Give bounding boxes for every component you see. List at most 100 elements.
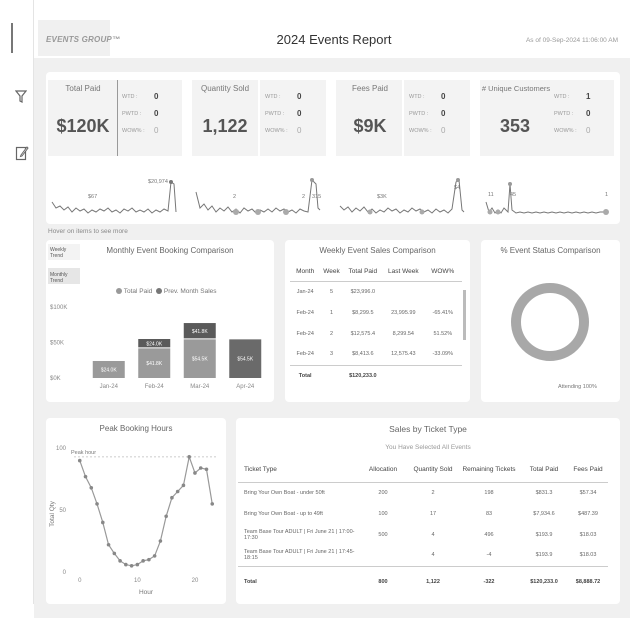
data-point <box>152 554 157 558</box>
donut-label: Attending 100% <box>558 384 597 390</box>
data-point <box>158 539 163 543</box>
table-row[interactable]: Bring Your Own Boat - up to 49ft 100 17 83 $… <box>238 503 608 524</box>
wtd-label: WTD : <box>554 94 570 100</box>
column-header[interactable]: Quantity Sold <box>413 466 453 474</box>
weekly-sales-card <box>285 240 470 402</box>
cell: $487.39 <box>578 510 598 517</box>
column-header[interactable]: Total Paid <box>348 268 378 276</box>
sparkline-total-paid[interactable] <box>48 172 182 218</box>
data-point <box>129 564 134 568</box>
weekly-trend-button[interactable]: Weekly Trend <box>48 244 80 260</box>
logo: EVENTS GROUP™ <box>46 35 121 44</box>
bar-total-paid <box>229 339 262 378</box>
table-row[interactable]: Team Base Tour ADULT | Fri June 21 | 17:… <box>238 545 608 566</box>
cell <box>358 545 408 566</box>
sparkline-quantity-sold[interactable] <box>192 172 326 218</box>
bar-total-paid <box>183 339 216 378</box>
cell: 198 <box>484 489 494 496</box>
cell: Jan-24 <box>296 288 314 295</box>
data-point <box>101 520 105 525</box>
cell: Team Base Tour ADULT | Fri June 21 | 17:… <box>244 528 355 541</box>
monthly-bar-chart[interactable]: $0K $50K $100K $24.0K Jan-24 $41.8K $24.0K Feb-… <box>46 296 274 396</box>
cell: 12,575.43 <box>391 351 416 358</box>
column-header[interactable]: Last Week <box>388 268 419 276</box>
wtd-value: 1 <box>586 92 591 101</box>
wtd-value: 0 <box>154 92 159 101</box>
monthly-legend: Total Paid Prev. Month Sales <box>116 288 217 295</box>
cell: Feb-24 <box>296 330 314 337</box>
monthly-trend-button[interactable]: Monthly Trend <box>48 268 80 284</box>
kpi-fees-paid-side <box>404 80 470 156</box>
cell: -33.09% <box>432 351 454 358</box>
cell: $120,233.0 <box>530 579 558 586</box>
y-tick-label: 50 <box>59 508 66 514</box>
kpi-value: 353 <box>499 116 531 136</box>
x-tick-label: Apr-24 <box>236 384 255 390</box>
table-row[interactable]: Bring Your Own Boat - under 50ft 200 2 198 $… <box>238 482 608 503</box>
cell: $7,934.6 <box>533 510 555 517</box>
data-point <box>77 458 82 463</box>
sparkline-unique-customers[interactable] <box>480 172 614 218</box>
wow-value: 0 <box>154 126 159 135</box>
column-header[interactable]: Week <box>323 268 340 276</box>
cell: $8,299.5 <box>352 309 374 316</box>
donut-leader-line <box>549 356 556 361</box>
kpi-title: Quantity Sold <box>200 84 250 93</box>
event-status-donut[interactable] <box>510 272 610 392</box>
column-header[interactable]: Remaining Tickets <box>462 466 516 474</box>
left-rail <box>0 0 34 604</box>
sparkline-fees-paid[interactable] <box>336 172 470 218</box>
wow-label: WOW% : <box>409 128 432 134</box>
sparkline-label: 315 <box>312 194 322 200</box>
peak-hours-line-chart[interactable]: 0 50 100 0 10 20 Hour Total Qty Peak hour <box>46 436 226 602</box>
ticket-sales-title: Sales by Ticket Type <box>389 424 467 434</box>
column-header[interactable]: WOW% <box>431 268 455 276</box>
column-header[interactable]: Total Paid <box>529 466 559 474</box>
scrollbar[interactable] <box>463 290 466 340</box>
cell: 1,122 <box>426 579 440 586</box>
table-row[interactable]: Team Base Tour ADULT | Fri June 21 | 17:… <box>238 524 608 545</box>
bar-total-paid <box>138 348 171 378</box>
sparkline-label: $4 <box>454 185 461 191</box>
sparkline-label: 45 <box>510 192 517 198</box>
donut-slice-attending[interactable] <box>511 283 589 361</box>
kpi-unique-customers-main[interactable] <box>480 80 550 156</box>
cell: $193.9 <box>535 552 553 559</box>
event-status-title: % Event Status Comparison <box>500 246 601 255</box>
cell: 51.52% <box>433 330 453 337</box>
table-row[interactable]: Feb-24 1 $8,299.5 23,995.99 -65.41% <box>290 302 462 323</box>
kpi-quantity-sold-main[interactable] <box>192 80 258 156</box>
pwtd-label: PWTD : <box>409 111 429 117</box>
kpi-comparison: WTD : 0 PWTD : 0 WOW% : 0 <box>409 92 446 145</box>
kpi-title: Total Paid <box>65 84 101 93</box>
bar-data-label: $24.0K <box>146 342 163 348</box>
filter-icon[interactable] <box>15 90 27 104</box>
page-title: 2024 Events Report <box>276 32 392 47</box>
weekly-sales-table: Month Week Total Paid Last Week WOW% Jan… <box>290 263 462 386</box>
pwtd-value: 0 <box>441 109 446 118</box>
column-header[interactable]: Fees Paid <box>573 466 603 474</box>
cell: 100 <box>378 510 388 517</box>
sparkline-label: $67 <box>88 194 98 200</box>
wtd-value: 0 <box>297 92 302 101</box>
total-label: Total <box>298 372 312 379</box>
kpi-comparison: WTD : 1 PWTD : 0 WOW% : 0 <box>554 92 591 145</box>
column-header[interactable]: Allocation <box>368 466 398 474</box>
cell: $193.9 <box>535 531 553 538</box>
peak-hours-card <box>46 418 226 604</box>
bar-total-paid <box>92 360 125 378</box>
table-row[interactable]: Feb-24 2 $12,575.4 8,299.54 51.52% <box>290 323 462 344</box>
kpi-unique-customers-side <box>550 80 614 156</box>
kpi-value: 1,122 <box>202 116 248 136</box>
kpi-fees-paid-main[interactable] <box>336 80 402 156</box>
column-header[interactable]: Ticket Type <box>244 466 277 474</box>
cell: -4 <box>486 552 492 559</box>
table-row[interactable]: Feb-24 3 $8,413.6 12,575.43 -33.09% <box>290 344 462 365</box>
column-header[interactable]: Month <box>296 268 315 276</box>
edit-icon[interactable] <box>15 145 29 161</box>
legend-dot-total-paid <box>116 288 122 295</box>
weekly-sales-title: Weekly Event Sales Comparison <box>319 246 436 255</box>
table-row[interactable]: Jan-24 5 $23,996.0 <box>290 281 462 302</box>
kpi-comparison: WTD : 0 PWTD : 0 WOW% : 0 <box>265 92 302 145</box>
kpi-total-paid-main[interactable] <box>48 80 118 156</box>
